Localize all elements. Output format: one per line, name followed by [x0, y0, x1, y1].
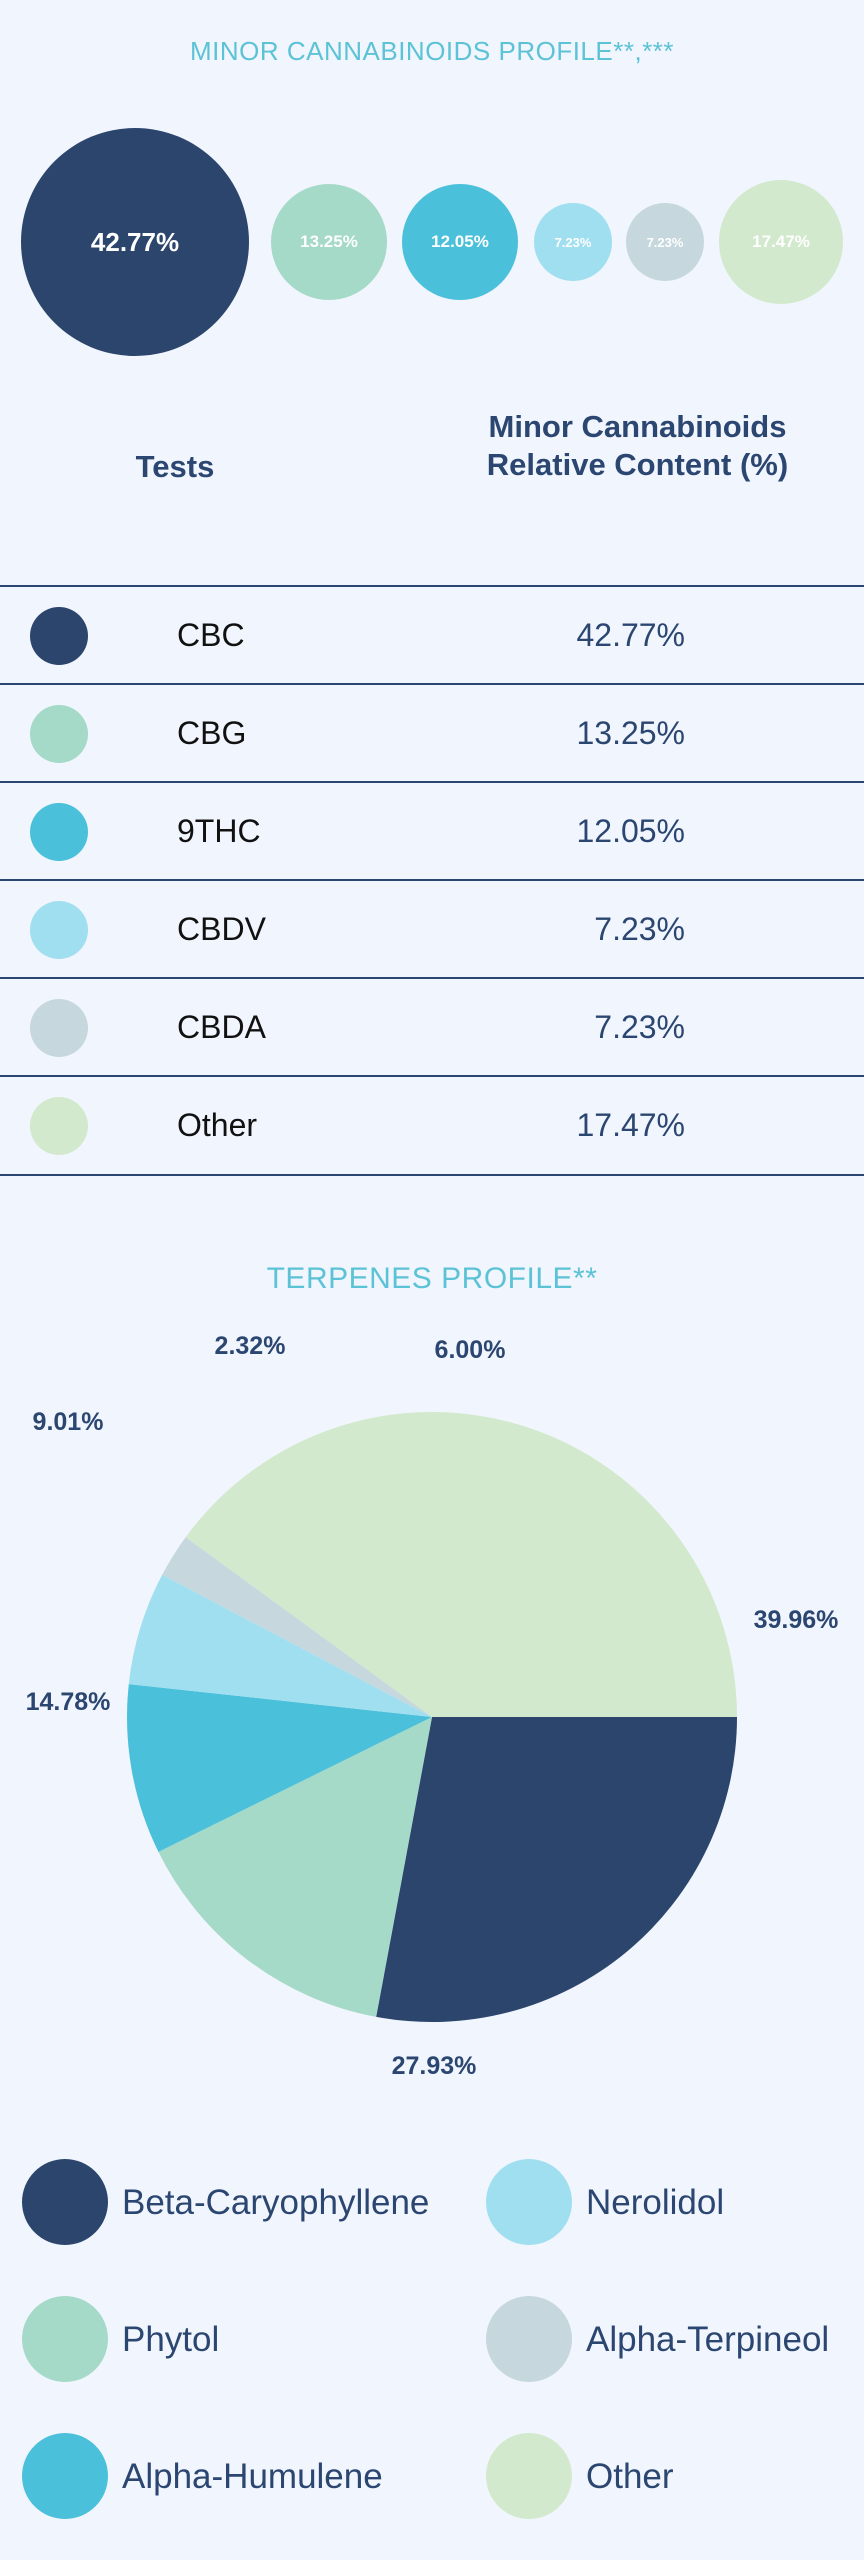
table-row: CBC 42.77%: [0, 585, 864, 684]
bubble-cbda: 7.23%: [626, 203, 704, 281]
legend-label: Alpha-Humulene: [122, 2457, 383, 2496]
legend-label: Beta-Caryophyllene: [122, 2183, 430, 2222]
pie-slice-alpha-terpineol: [162, 1537, 432, 1717]
table-row: CBG 13.25%: [0, 683, 864, 782]
legend-swatch: [486, 2296, 572, 2382]
row-test-name: CBDA: [177, 1009, 266, 1045]
row-color-dot: [30, 607, 88, 665]
relative-content-column-header: Minor Cannabinoids Relative Content (%): [486, 409, 789, 482]
row-relative-content: 7.23%: [594, 1009, 685, 1045]
row-test-name: 9THC: [177, 813, 261, 849]
legend-label: Nerolidol: [586, 2183, 725, 2222]
legend-swatch: [22, 2296, 108, 2382]
pie-data-label: 9.01%: [33, 1408, 104, 1436]
row-relative-content: 42.77%: [576, 617, 685, 653]
row-color-dot: [30, 999, 88, 1057]
bubble-cbdv: 7.23%: [534, 203, 612, 281]
row-color-dot: [30, 705, 88, 763]
bubble-cbg: 13.25%: [271, 184, 387, 300]
bubble-other: 17.47%: [719, 180, 843, 304]
pie-data-label: 2.32%: [215, 1332, 286, 1360]
pie-slice-phytol: [158, 1717, 432, 2017]
row-relative-content: 7.23%: [594, 911, 685, 947]
row-test-name: CBDV: [177, 911, 266, 947]
legend-label: Other: [586, 2457, 674, 2496]
cannabinoids-section-title: MINOR CANNABINOIDS PROFILE**,***: [189, 36, 675, 66]
legend-swatch: [486, 2433, 572, 2519]
tests-column-header: Tests: [135, 449, 215, 484]
pie-data-label: 6.00%: [435, 1336, 506, 1364]
terpenes-section-title: TERPENES PROFILE**: [266, 1262, 598, 1295]
table-row: CBDV 7.23%: [0, 879, 864, 978]
pie-slice-other: [185, 1412, 737, 1717]
row-test-name: CBG: [177, 715, 247, 751]
table-row: 9THC 12.05%: [0, 781, 864, 880]
row-color-dot: [30, 803, 88, 861]
row-color-dot: [30, 1097, 88, 1155]
terpenes-pie-chart: 27.93% 14.78% 9.01% 6.00% 2.32% 39.96%: [26, 1332, 839, 2080]
row-relative-content: 13.25%: [576, 715, 685, 751]
row-test-name: Other: [177, 1107, 258, 1143]
pie-data-label: 14.78%: [26, 1688, 111, 1716]
row-relative-content: 17.47%: [576, 1107, 685, 1143]
bubble-9thc: 12.05%: [402, 184, 518, 300]
legend-swatch: [22, 2159, 108, 2245]
pie-slice-alpha-humulene: [127, 1684, 432, 1852]
pie-slice-beta-caryophyllene: [376, 1717, 737, 2023]
legend-swatch: [22, 2433, 108, 2519]
table-row: CBDA 7.23%: [0, 977, 864, 1076]
legend-label: Alpha-Terpineol: [586, 2320, 830, 2359]
pie-slice-nerolidol: [128, 1574, 432, 1717]
legend-swatch: [486, 2159, 572, 2245]
bubble-cbc: 42.77%: [21, 128, 249, 356]
row-color-dot: [30, 901, 88, 959]
legend-label: Phytol: [122, 2320, 220, 2359]
table-row: Other 17.47%: [0, 1075, 864, 1176]
pie-data-label: 39.96%: [754, 1606, 839, 1634]
pie-data-label: 27.93%: [392, 2052, 477, 2080]
row-test-name: CBC: [177, 617, 245, 653]
row-relative-content: 12.05%: [576, 813, 685, 849]
